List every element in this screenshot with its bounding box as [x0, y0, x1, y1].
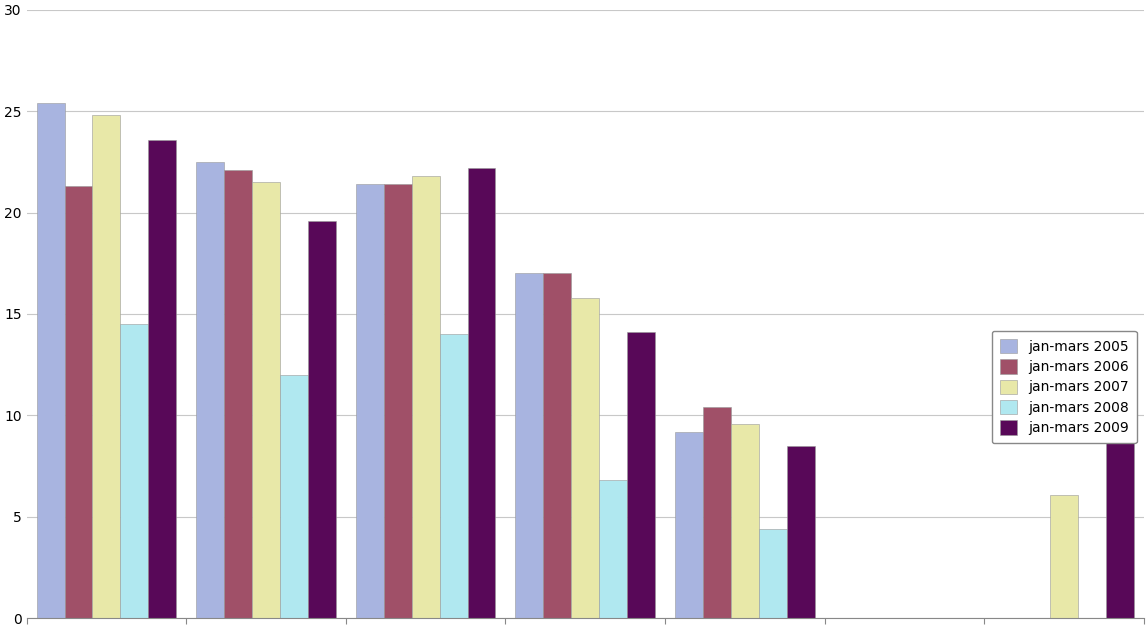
Bar — [515, 273, 543, 618]
Bar — [599, 480, 627, 618]
Bar — [731, 423, 759, 618]
Bar — [412, 176, 440, 618]
Bar — [440, 334, 467, 618]
Bar — [1106, 333, 1134, 618]
Bar — [148, 139, 177, 618]
Bar — [253, 182, 280, 618]
Bar — [356, 184, 383, 618]
Bar — [280, 375, 308, 618]
Bar — [383, 184, 412, 618]
Bar — [627, 333, 656, 618]
Bar — [37, 103, 64, 618]
Bar — [93, 115, 121, 618]
Bar — [64, 186, 93, 618]
Bar — [703, 408, 731, 618]
Bar — [675, 432, 703, 618]
Legend: jan-mars 2005, jan-mars 2006, jan-mars 2007, jan-mars 2008, jan-mars 2009: jan-mars 2005, jan-mars 2006, jan-mars 2… — [992, 331, 1137, 444]
Bar — [572, 298, 599, 618]
Bar — [786, 446, 815, 618]
Bar — [759, 529, 786, 618]
Bar — [1050, 495, 1078, 618]
Bar — [308, 221, 336, 618]
Bar — [196, 162, 224, 618]
Bar — [121, 324, 148, 618]
Bar — [467, 168, 496, 618]
Bar — [543, 273, 572, 618]
Bar — [224, 170, 253, 618]
